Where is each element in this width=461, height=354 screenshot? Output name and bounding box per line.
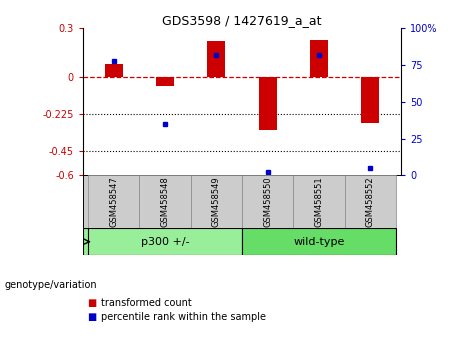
Bar [242, 228, 396, 255]
Text: p300 +/-: p300 +/- [141, 236, 189, 247]
Bar [259, 78, 277, 130]
Text: GSM458547: GSM458547 [109, 177, 118, 227]
Bar [88, 228, 242, 255]
Text: GSM458551: GSM458551 [314, 177, 324, 227]
Bar [105, 64, 123, 78]
Text: ■: ■ [88, 298, 97, 308]
Bar [293, 176, 345, 228]
Text: transformed count: transformed count [101, 298, 192, 308]
Bar [310, 40, 328, 78]
Text: GSM458549: GSM458549 [212, 177, 221, 227]
Text: GSM458552: GSM458552 [366, 177, 375, 227]
Text: percentile rank within the sample: percentile rank within the sample [101, 312, 266, 322]
Bar [207, 41, 225, 78]
Text: genotype/variation: genotype/variation [5, 280, 97, 290]
Bar [361, 78, 379, 123]
Text: GSM458548: GSM458548 [160, 177, 170, 227]
Text: wild-type: wild-type [293, 236, 345, 247]
Bar [88, 176, 139, 228]
Bar [156, 78, 174, 86]
Text: GSM458550: GSM458550 [263, 177, 272, 227]
Bar [242, 176, 293, 228]
Bar [345, 176, 396, 228]
Bar [191, 176, 242, 228]
Text: ■: ■ [88, 312, 97, 322]
Title: GDS3598 / 1427619_a_at: GDS3598 / 1427619_a_at [162, 14, 322, 27]
Bar [139, 176, 191, 228]
